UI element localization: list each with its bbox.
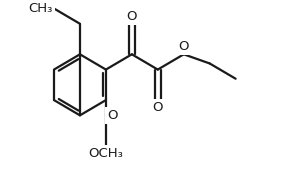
Text: O: O <box>127 10 137 23</box>
Text: OCH₃: OCH₃ <box>89 147 123 160</box>
Text: O: O <box>107 109 118 122</box>
Text: O: O <box>153 101 163 114</box>
Text: CH₃: CH₃ <box>28 2 52 15</box>
Text: O: O <box>179 40 189 53</box>
